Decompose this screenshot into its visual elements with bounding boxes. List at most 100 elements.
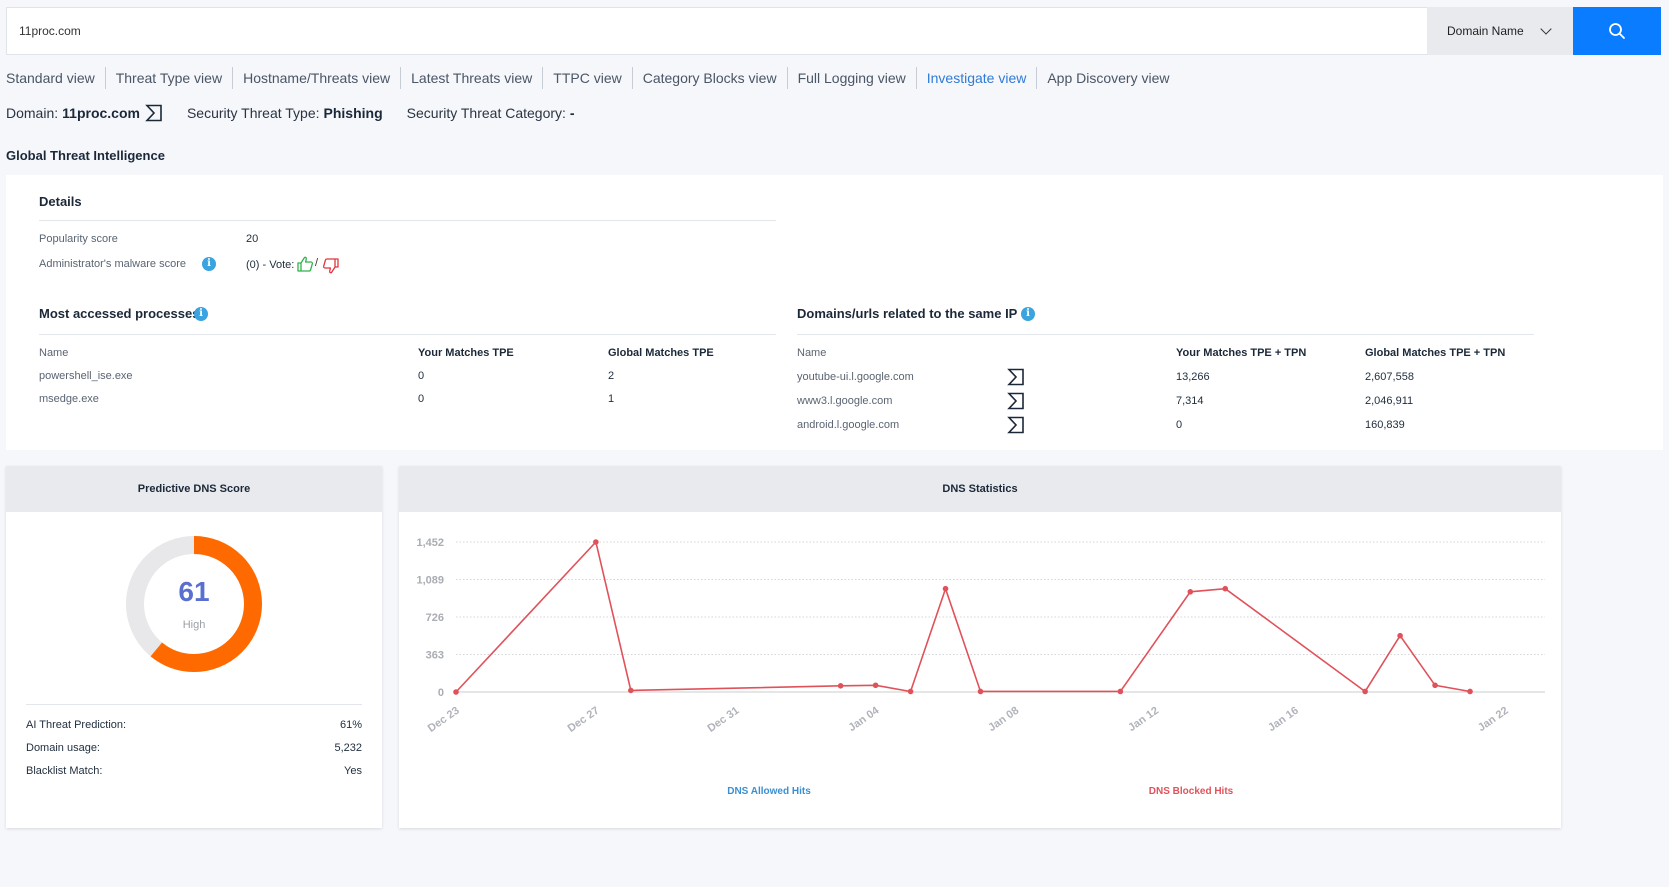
domain-label: Domain: [6, 105, 59, 121]
data-point[interactable] [1222, 585, 1229, 592]
x-tick-label: Dec 27 [566, 705, 602, 735]
tab-category-blocks-view[interactable]: Category Blocks view [631, 67, 787, 89]
search-type-label: Domain Name [1447, 24, 1524, 38]
y-tick-label: 1,089 [416, 575, 444, 587]
y-tick-label: 1,452 [416, 537, 444, 549]
processes-title: Most accessed processes [39, 306, 200, 321]
data-point[interactable] [942, 585, 949, 592]
data-point[interactable] [907, 688, 914, 695]
related-domain-name: youtube-ui.l.google.com [797, 371, 914, 383]
sigma-investigate-icon[interactable] [1007, 368, 1025, 386]
info-icon[interactable]: i [202, 257, 216, 271]
processes-header-name: Name [39, 347, 69, 359]
x-tick-label: Jan 16 [1266, 705, 1301, 734]
threat-category-label: Security Threat Category: [406, 105, 566, 121]
tab-app-discovery-view[interactable]: App Discovery view [1036, 67, 1179, 89]
process-global-matches: 2 [608, 370, 615, 382]
related-domains-title: Domains/urls related to the same IP [797, 306, 1018, 321]
legend-item[interactable]: DNS Blocked Hits [1149, 786, 1234, 797]
related-domain-name: www3.l.google.com [797, 395, 893, 407]
processes-header-yours: Your Matches TPE [418, 347, 514, 359]
chevron-down-icon [1540, 23, 1552, 35]
y-tick-label: 726 [426, 612, 444, 624]
threat-category-value: - [569, 105, 575, 121]
y-tick-label: 0 [438, 687, 444, 699]
details-divider [39, 220, 776, 221]
score-arc [126, 536, 262, 672]
predictive-stat-label: Domain usage: [26, 742, 100, 754]
x-tick-label: Jan 22 [1476, 705, 1511, 734]
section-title: Global Threat Intelligence [6, 148, 165, 163]
malware-score-label: Administrator's malware score [39, 258, 186, 270]
sigma-investigate-icon[interactable] [1007, 392, 1025, 410]
data-point[interactable] [453, 689, 459, 695]
processes-divider [39, 334, 776, 335]
sigma-investigate-icon[interactable] [1007, 416, 1025, 434]
data-point[interactable] [593, 539, 599, 545]
processes-header-global: Global Matches TPE [608, 347, 714, 359]
related-domain-name: android.l.google.com [797, 419, 900, 431]
malware-score-value: (0) - Vote: [246, 259, 294, 271]
predictive-stat-label: Blacklist Match: [26, 765, 103, 777]
x-tick-label: Jan 12 [1126, 705, 1161, 734]
thumbs-up-icon[interactable] [296, 255, 314, 273]
domain-info-bar: Domain: 11proc.com Security Threat Type:… [6, 104, 599, 122]
data-point[interactable] [1467, 688, 1473, 695]
global-threat-intelligence-panel: Details Popularity score 20 Administrato… [6, 175, 1663, 450]
predictive-stat-value: 5,232 [334, 742, 362, 754]
domain-info: Domain: 11proc.com [6, 104, 163, 122]
info-icon[interactable]: i [194, 307, 208, 321]
related-divider [797, 334, 1534, 335]
domain-value: 11proc.com [62, 105, 140, 121]
data-point[interactable] [837, 683, 844, 689]
dns-statistics-title: DNS Statistics [399, 466, 1561, 512]
process-name: msedge.exe [39, 393, 99, 405]
data-point[interactable] [1187, 588, 1194, 595]
vote-separator: / [315, 257, 319, 269]
popularity-score-value: 20 [246, 233, 259, 245]
popularity-score-label: Popularity score [39, 233, 118, 245]
related-header-global: Global Matches TPE + TPN [1365, 347, 1506, 359]
related-global-matches: 2,046,911 [1365, 395, 1414, 407]
search-bar: Domain Name [6, 7, 1661, 55]
thumbs-down-icon[interactable] [322, 257, 340, 275]
threat-type-info: Security Threat Type: Phishing [187, 105, 383, 121]
malware-vote-text: (0) - Vote: [246, 259, 295, 271]
score-level: High [182, 619, 206, 631]
info-icon[interactable]: i [1021, 307, 1035, 321]
predictive-stat-label: AI Threat Prediction: [26, 719, 127, 731]
tab-standard-view[interactable]: Standard view [6, 70, 95, 86]
predictive-stat-value: Yes [344, 765, 362, 777]
data-point[interactable] [1397, 632, 1403, 639]
tab-ttpc-view[interactable]: TTPC view [542, 67, 631, 89]
tab-latest-threats-view[interactable]: Latest Threats view [400, 67, 542, 89]
legend-item[interactable]: DNS Allowed Hits [727, 786, 811, 797]
search-button[interactable] [1573, 7, 1661, 55]
data-point[interactable] [1362, 688, 1368, 695]
related-your-matches: 0 [1176, 419, 1183, 431]
search-input[interactable] [6, 7, 1427, 55]
tab-full-logging-view[interactable]: Full Logging view [786, 67, 916, 89]
process-name: powershell_ise.exe [39, 370, 133, 382]
threat-type-label: Security Threat Type: [186, 105, 320, 121]
dns-statistics-card: DNS Statistics 0 363 726 1,089 1,452 Dec 23 De… [399, 466, 1561, 828]
predictive-divider [26, 704, 362, 705]
threat-category-info: Security Threat Category: - [407, 105, 575, 121]
dns-statistics-chart: 0 363 726 1,089 1,452 Dec 23 Dec 27 Dec 31 Jan 0… [416, 537, 1545, 797]
data-point[interactable] [977, 688, 984, 695]
predictive-card-title: Predictive DNS Score [6, 466, 382, 512]
tab-investigate-view[interactable]: Investigate view [915, 67, 1037, 89]
data-point[interactable] [872, 682, 879, 689]
related-global-matches: 2,607,558 [1365, 371, 1414, 383]
search-type-dropdown[interactable]: Domain Name [1427, 7, 1573, 55]
x-tick-label: Dec 23 [426, 705, 462, 735]
data-point[interactable] [1117, 688, 1124, 695]
data-point[interactable] [1432, 682, 1438, 689]
search-icon [1609, 23, 1625, 39]
tab-hostname-threats-view[interactable]: Hostname/Threats view [232, 67, 400, 89]
data-point[interactable] [628, 687, 634, 694]
tab-threat-type-view[interactable]: Threat Type view [104, 67, 232, 89]
details-title: Details [39, 194, 82, 209]
view-tabs: Standard view Threat Type view Hostname/Th… [6, 67, 1180, 89]
sigma-investigate-icon[interactable] [145, 104, 163, 122]
